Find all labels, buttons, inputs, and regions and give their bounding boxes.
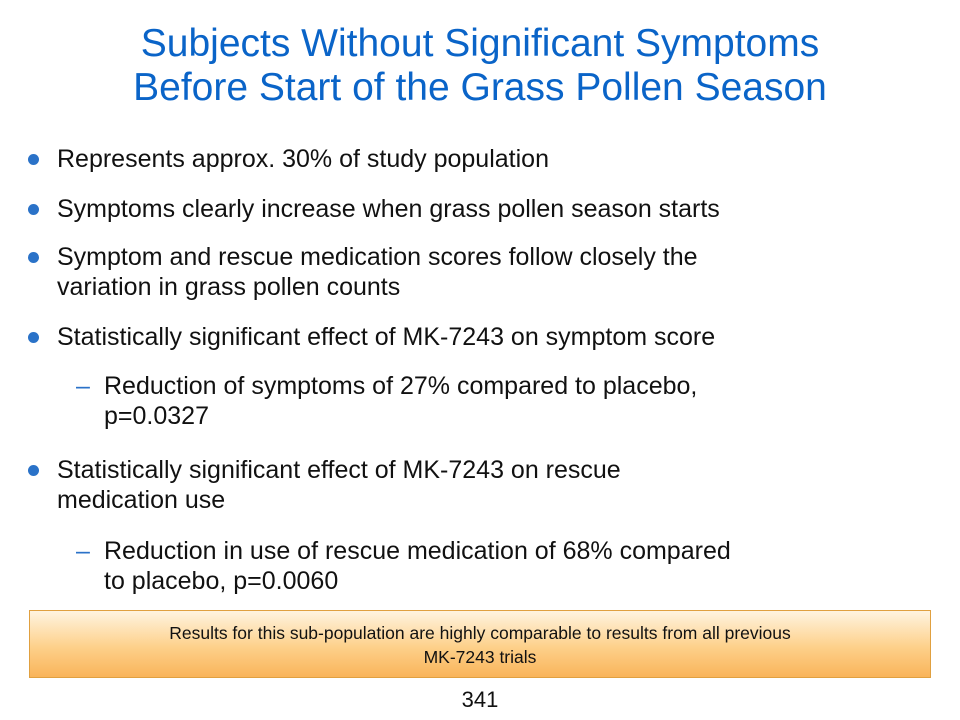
bullet-text: Represents approx. 30% of study populati… xyxy=(57,145,549,173)
sub-bullet-text: Reduction in use of rescue medication of… xyxy=(104,537,731,565)
bullet-item: Statistically significant effect of MK-7… xyxy=(28,455,621,515)
sub-bullet-text: to placebo, p=0.0060 xyxy=(104,567,339,595)
bullet-item: Symptom and rescue medication scores fol… xyxy=(28,242,698,302)
bullet-item: Represents approx. 30% of study populati… xyxy=(28,144,549,174)
slide-title-line-1: Subjects Without Significant Symptoms xyxy=(140,22,820,65)
bullet-text: Statistically significant effect of MK-7… xyxy=(57,323,716,351)
bullet-dot-icon xyxy=(28,465,39,476)
bullet-text: variation in grass pollen counts xyxy=(57,273,401,301)
bullet-text: Symptom and rescue medication scores fol… xyxy=(57,243,698,271)
bullet-item: Statistically significant effect of MK-7… xyxy=(28,322,716,352)
bullet-dot-icon xyxy=(28,252,39,263)
callout-line-1: Results for this sub-population are high… xyxy=(169,623,791,643)
bullet-dot-icon xyxy=(28,332,39,343)
page-number: 341 xyxy=(461,687,499,712)
sub-bullet-text: Reduction of symptoms of 27% compared to… xyxy=(104,372,698,400)
bullet-text: Symptoms clearly increase when grass pol… xyxy=(57,195,720,223)
summary-callout: Results for this sub-population are high… xyxy=(29,610,931,678)
bullet-text: medication use xyxy=(57,486,226,514)
bullet-item: Symptoms clearly increase when grass pol… xyxy=(28,194,720,224)
bullet-text: Statistically significant effect of MK-7… xyxy=(57,456,621,484)
slide-title-line-2: Before Start of the Grass Pollen Season xyxy=(133,66,827,109)
slide-title: Subjects Without Significant Symptoms Be… xyxy=(20,22,940,110)
bullet-dot-icon xyxy=(28,204,39,215)
dash-icon: – xyxy=(76,537,90,565)
sub-bullet-text: p=0.0327 xyxy=(104,402,209,430)
bullet-dot-icon xyxy=(28,154,39,165)
sub-bullet-item: – Reduction in use of rescue medication … xyxy=(76,536,731,596)
dash-icon: – xyxy=(76,372,90,400)
sub-bullet-item: – Reduction of symptoms of 27% compared … xyxy=(76,371,698,431)
callout-line-2: MK-7243 trials xyxy=(423,647,537,667)
